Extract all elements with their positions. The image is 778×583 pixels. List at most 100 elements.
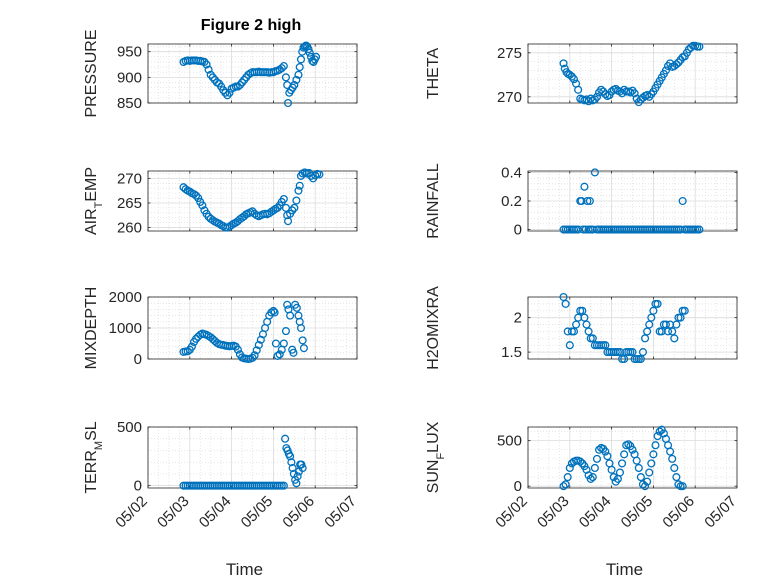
data-point [292,196,301,205]
y-tick-label: 900 [117,69,142,86]
subplot-rainfall: 0 0.2 0.4 RAINFALL [425,163,738,239]
data-point [269,306,278,316]
x-tick-label: 05/02 [492,493,531,532]
data-point [634,463,643,473]
figure-title: Figure 2 high [201,17,301,34]
data-point [202,60,211,69]
subplot-h2omixra: 1.5 2 H2OMIXRA [425,286,738,370]
data-point [632,456,641,465]
data-point [250,351,259,360]
data-point [620,354,629,364]
data-point [668,327,677,336]
data-point [592,92,602,101]
data-point [590,463,599,473]
data-point [288,464,297,473]
data-point [283,98,293,108]
data-point [198,201,207,210]
x-tick-label: 05/03 [154,493,193,532]
data-point [279,339,288,348]
data-point [611,84,620,93]
data-point [695,225,704,234]
data-point [215,219,224,228]
data-point [295,181,304,190]
data-point [666,447,675,456]
data-point [248,353,257,362]
data-point [269,206,278,215]
data-point [577,196,586,206]
x-axis-label: Time [226,560,263,579]
data-point [579,225,588,234]
data-point [296,323,306,333]
data-point [298,336,307,345]
data-point [204,65,213,74]
y-axis-label: THETA [425,48,442,100]
data-point [273,203,282,212]
y-tick-label: 0 [514,478,522,495]
data-point [252,346,261,355]
data-point [233,82,242,91]
data-point [624,440,633,449]
data-point [563,473,572,482]
data-point [620,450,629,459]
data-point [297,460,306,469]
data-point [640,334,650,343]
data-point [281,327,290,336]
data-point [678,196,687,206]
data-point [559,292,568,302]
data-point [569,327,579,336]
data-point [588,473,597,482]
y-tick-label: 270 [497,89,522,106]
data-point [294,70,303,79]
data-point [559,482,568,491]
data-point [299,344,308,353]
y-tick-label: 850 [117,95,142,112]
data-point [672,60,681,69]
data-point [298,464,307,473]
data-point [287,458,296,467]
data-point [254,340,263,350]
data-point [670,463,679,473]
data-point [293,472,302,481]
y-tick-label: 500 [497,433,522,450]
data-point [288,206,297,215]
data-point [208,216,217,225]
data-point [279,62,288,71]
data-point [290,203,299,212]
y-axis-label: RAINFALL [425,163,442,239]
data-point [181,185,190,194]
data-point [271,339,280,348]
data-point [283,300,292,309]
data-point [640,482,650,491]
y-tick-label: 0.4 [501,164,522,181]
data-point [628,348,637,357]
y-tick-label: 1000 [109,320,142,337]
data-point [668,454,677,463]
y-tick-label: 260 [117,220,142,237]
y-tick-label: 265 [117,195,142,212]
data-point [653,299,662,308]
data-point [565,463,574,473]
data-point [294,186,303,195]
data-point [647,459,656,468]
data-point [194,193,203,203]
data-point [582,320,591,329]
data-point [289,348,298,357]
data-point [277,64,286,73]
y-tick-label: 2 [514,310,522,327]
data-point [601,341,610,350]
y-tick-label: 500 [117,419,142,436]
x-tick-label: 05/02 [112,493,151,532]
data-point [636,354,645,364]
data-point [565,341,574,350]
data-point [672,473,681,482]
data-point [275,350,284,359]
x-tick-label: 05/06 [279,493,318,532]
data-point [628,445,637,454]
data-point [185,187,194,196]
subplot-pressure: 850 900 950 PRESSURE [83,29,358,118]
data-point [311,52,321,61]
data-point [225,88,234,97]
data-point [296,55,306,64]
axes-box [527,426,738,489]
